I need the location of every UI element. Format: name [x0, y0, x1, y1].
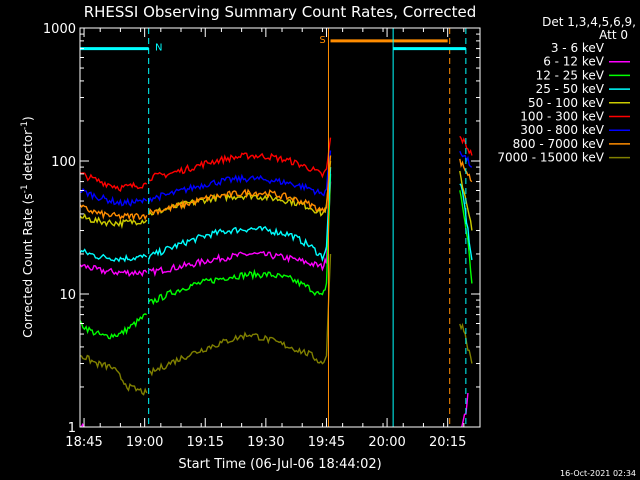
legend-header-line-1: Det 1,3,4,5,6,9,: [542, 15, 636, 29]
y-axis-label: Corrected Count Rate (s-1 detector-1): [20, 116, 35, 337]
plot-area: NS: [80, 28, 473, 427]
axes: 1 10 100 1000 18:45 19:00 19:15 19:30 19:45 20:00…: [43, 22, 481, 450]
legend-label-1: 6 - 12 keV: [543, 55, 605, 69]
series-4-segment-0: [80, 213, 148, 230]
legend-label-0: 3 - 6 keV: [551, 41, 605, 55]
series-3-segment-0: [80, 248, 148, 263]
annotation-1: S: [319, 28, 451, 427]
series-5: [80, 135, 473, 193]
series-8-segment-1: [148, 253, 332, 377]
series-6-segment-1: [148, 150, 332, 203]
series-1-segment-3: [461, 392, 469, 427]
legend-header-line-2: Att 0: [599, 28, 628, 42]
y-tick-label-0: 1: [68, 421, 76, 436]
plot-frame: [79, 27, 481, 428]
annotation-0-label: N: [155, 43, 162, 54]
x-tick-label-5: 20:00: [368, 435, 405, 450]
legend-label-2: 12 - 25 keV: [536, 68, 605, 82]
series-6-segment-0: [80, 187, 148, 207]
series-7-segment-1: [148, 155, 332, 216]
annotation-1-label: S: [319, 35, 325, 46]
legend-label-8: 7000 - 15000 keV: [497, 151, 604, 165]
x-tick-label-3: 19:30: [247, 435, 284, 450]
x-tick-label-4: 19:45: [308, 435, 345, 450]
footer-timestamp: 16-Oct-2021 02:34: [560, 469, 636, 478]
y-tick-label-2: 100: [51, 155, 76, 170]
series-7-segment-0: [80, 204, 148, 222]
series-1-segment-1: [80, 264, 148, 278]
x-tick-label-2: 19:15: [187, 435, 224, 450]
series-2-segment-1: [148, 173, 332, 306]
series-0-segment-1: [119, 376, 148, 389]
legend-label-5: 100 - 300 keV: [520, 110, 604, 124]
plot-content: NS: [80, 28, 473, 427]
series-3-segment-1: [148, 167, 332, 263]
legend-label-7: 800 - 7000 keV: [513, 137, 605, 151]
y-tick-label-3: 1000: [43, 22, 76, 37]
annotation-0: N: [80, 28, 162, 427]
chart-title: RHESSI Observing Summary Count Rates, Co…: [84, 3, 477, 21]
annotation-2: [392, 28, 467, 427]
series-2-segment-0: [80, 313, 147, 340]
legend-label-3: 25 - 50 keV: [536, 82, 605, 96]
y-tick-label-1: 10: [59, 288, 76, 303]
legend-label-4: 50 - 100 keV: [528, 96, 605, 110]
series-8-segment-0: [80, 354, 148, 396]
x-tick-label-1: 19:00: [126, 435, 163, 450]
x-axis-label: Start Time (06-Jul-06 18:44:02): [178, 457, 381, 472]
series-5-segment-1: [148, 137, 332, 182]
x-tick-label-6: 20:15: [429, 435, 466, 450]
legend-label-6: 300 - 800 keV: [520, 123, 604, 137]
series-1-segment-0: [80, 422, 85, 427]
series-1-segment-2: [148, 181, 332, 278]
series-1: [80, 181, 469, 427]
series-5-segment-2: [459, 135, 473, 156]
x-tick-label-0: 18:45: [65, 435, 102, 450]
series-5-segment-0: [80, 172, 148, 193]
series-3-segment-2: [459, 183, 473, 261]
series-0-segment-2: [148, 213, 332, 330]
series-3: [80, 167, 473, 263]
